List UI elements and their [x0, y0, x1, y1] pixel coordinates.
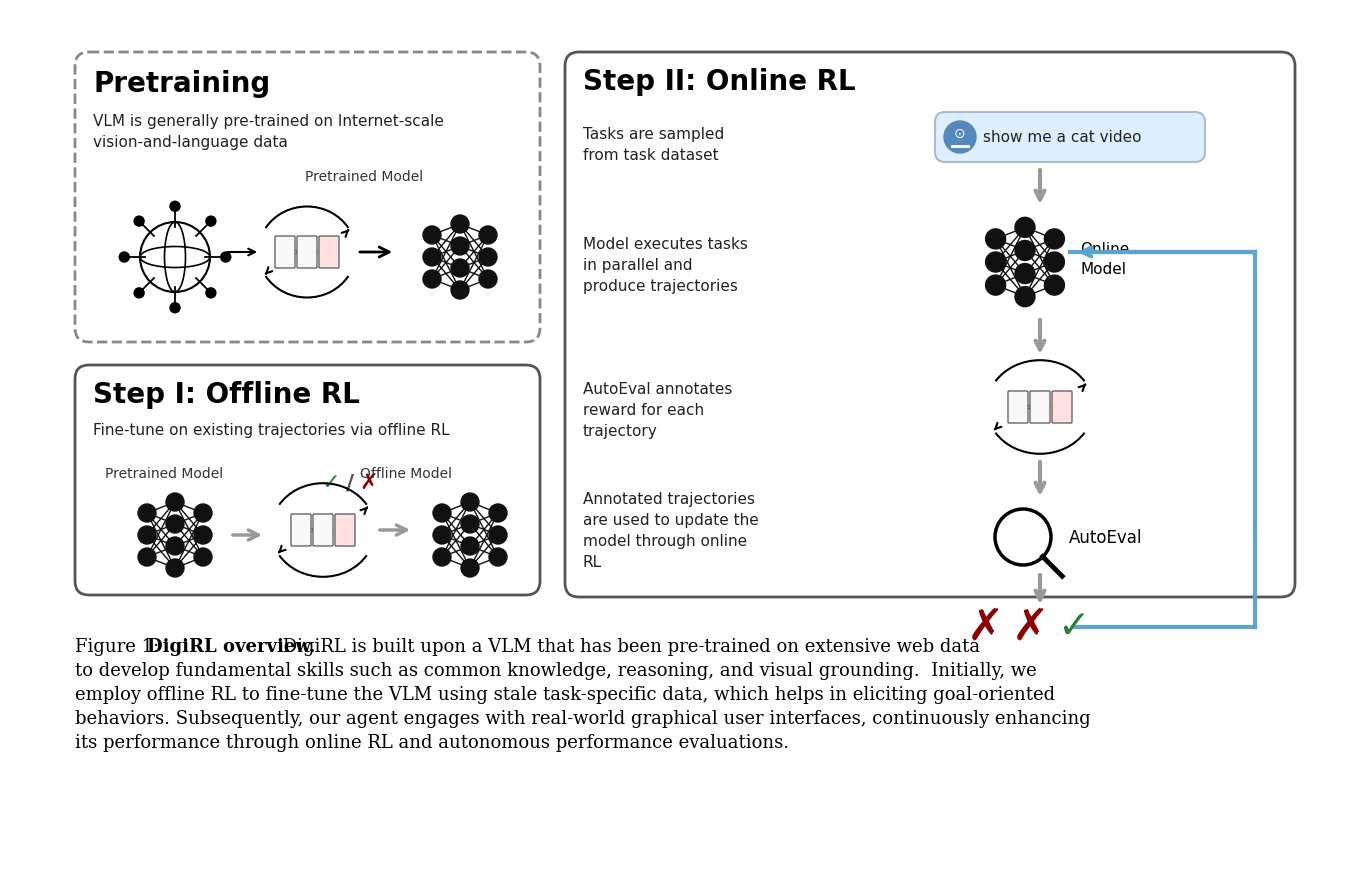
Circle shape [433, 526, 452, 544]
Circle shape [1015, 263, 1035, 283]
FancyBboxPatch shape [336, 514, 355, 546]
Text: Online
Model: Online Model [1080, 242, 1130, 276]
Circle shape [1015, 241, 1035, 261]
Text: Step I: Offline RL: Step I: Offline RL [93, 381, 360, 409]
Circle shape [433, 548, 452, 566]
Text: VLM is generally pre-trained on Internet-scale
vision-and-language data: VLM is generally pre-trained on Internet… [93, 114, 443, 150]
Circle shape [194, 504, 212, 522]
Text: Pretraining: Pretraining [93, 70, 270, 98]
Text: Annotated trajectories
are used to update the
model through online
RL: Annotated trajectories are used to updat… [582, 492, 759, 570]
Circle shape [166, 493, 183, 511]
Circle shape [133, 216, 144, 226]
Circle shape [452, 215, 469, 233]
Text: Pretrained Model: Pretrained Model [105, 467, 224, 481]
Circle shape [479, 248, 497, 266]
Text: DigiRL is built upon a VLM that has been pre-trained on extensive web data: DigiRL is built upon a VLM that has been… [276, 638, 980, 656]
Text: Figure 1:: Figure 1: [75, 638, 164, 656]
Circle shape [194, 548, 212, 566]
Circle shape [166, 537, 183, 555]
Text: DigiRL overview.: DigiRL overview. [147, 638, 315, 656]
FancyBboxPatch shape [313, 514, 333, 546]
Circle shape [423, 248, 441, 266]
Text: Offline Model: Offline Model [360, 467, 452, 481]
Circle shape [194, 526, 212, 544]
Circle shape [944, 121, 976, 153]
Text: Tasks are sampled
from task dataset: Tasks are sampled from task dataset [582, 127, 724, 163]
Circle shape [985, 252, 1006, 272]
Circle shape [1015, 287, 1035, 307]
Circle shape [170, 303, 181, 313]
Text: ✗: ✗ [967, 605, 1004, 649]
Circle shape [133, 288, 144, 298]
Circle shape [489, 504, 507, 522]
FancyBboxPatch shape [75, 365, 541, 595]
FancyBboxPatch shape [291, 514, 311, 546]
Text: behaviors. Subsequently, our agent engages with real-world graphical user interf: behaviors. Subsequently, our agent engag… [75, 710, 1091, 728]
FancyBboxPatch shape [75, 52, 541, 342]
Circle shape [166, 559, 183, 577]
Text: its performance through online RL and autonomous performance evaluations.: its performance through online RL and au… [75, 734, 789, 752]
FancyBboxPatch shape [936, 112, 1205, 162]
Text: AutoEval: AutoEval [1069, 529, 1143, 547]
FancyBboxPatch shape [319, 236, 338, 268]
FancyBboxPatch shape [565, 52, 1295, 597]
FancyBboxPatch shape [1051, 391, 1072, 423]
Text: /: / [346, 473, 355, 493]
Text: AutoEval annotates
reward for each
trajectory: AutoEval annotates reward for each traje… [582, 382, 732, 439]
Text: employ offline RL to fine-tune the VLM using stale task-specific data, which hel: employ offline RL to fine-tune the VLM u… [75, 686, 1055, 704]
Text: ✗: ✗ [360, 473, 379, 493]
Circle shape [1015, 217, 1035, 237]
Circle shape [461, 559, 479, 577]
Circle shape [170, 201, 181, 211]
Text: ✗: ✗ [1011, 605, 1049, 649]
Circle shape [985, 275, 1006, 295]
Text: show me a cat video: show me a cat video [983, 130, 1142, 145]
Text: ⊙: ⊙ [954, 127, 965, 141]
Circle shape [1045, 229, 1065, 249]
Text: Pretrained Model: Pretrained Model [305, 170, 423, 184]
Circle shape [461, 493, 479, 511]
Circle shape [461, 515, 479, 533]
Circle shape [206, 216, 216, 226]
Circle shape [452, 259, 469, 277]
Circle shape [452, 237, 469, 255]
Circle shape [1045, 252, 1065, 272]
Circle shape [137, 526, 156, 544]
Text: to develop fundamental skills such as common knowledge, reasoning, and visual gr: to develop fundamental skills such as co… [75, 662, 1037, 680]
FancyBboxPatch shape [1030, 391, 1050, 423]
Circle shape [479, 270, 497, 288]
Circle shape [433, 504, 452, 522]
Text: ✓: ✓ [322, 473, 340, 493]
Circle shape [221, 252, 231, 262]
FancyBboxPatch shape [275, 236, 295, 268]
Text: Step II: Online RL: Step II: Online RL [582, 68, 856, 96]
Circle shape [137, 548, 156, 566]
Circle shape [166, 515, 183, 533]
Text: ✓: ✓ [1057, 608, 1089, 646]
Circle shape [461, 537, 479, 555]
Circle shape [489, 548, 507, 566]
FancyBboxPatch shape [1008, 391, 1029, 423]
FancyBboxPatch shape [297, 236, 317, 268]
Circle shape [985, 229, 1006, 249]
Text: Fine-tune on existing trajectories via offline RL: Fine-tune on existing trajectories via o… [93, 423, 450, 438]
Circle shape [479, 226, 497, 244]
Circle shape [452, 281, 469, 299]
Circle shape [137, 504, 156, 522]
Circle shape [423, 270, 441, 288]
Circle shape [1045, 275, 1065, 295]
Circle shape [206, 288, 216, 298]
Circle shape [489, 526, 507, 544]
Circle shape [119, 252, 129, 262]
Circle shape [423, 226, 441, 244]
Text: Model executes tasks
in parallel and
produce trajectories: Model executes tasks in parallel and pro… [582, 237, 748, 294]
